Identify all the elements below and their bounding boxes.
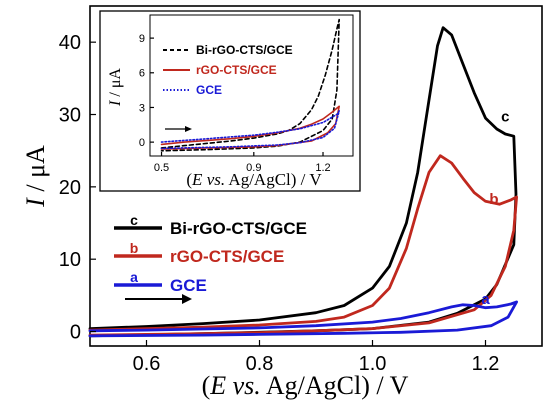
main-legend-marker-a: a — [130, 269, 138, 285]
main-legend-label-bi-rgo-cts-gce: Bi-rGO-CTS/GCE — [170, 219, 307, 238]
inset-ticks-group: 0.5 0.9 1.2 0 3 6 9 — [139, 33, 331, 174]
inset-series-gce — [160, 110, 340, 150]
main-y-tick-label: 40 — [59, 32, 81, 54]
main-series-group — [88, 26, 518, 338]
inset-x-tick-label: 0.5 — [154, 162, 169, 174]
main-series-rgo-cts-gce — [88, 154, 518, 337]
inset-legend: Bi-rGO-CTS/GCE rGO-CTS/GCE GCE — [163, 43, 293, 97]
main-y-tick-label: 20 — [59, 177, 81, 199]
main-y-tick-label: 0 — [70, 322, 81, 344]
curve-label-a: a — [481, 291, 490, 308]
inset-legend-label-gce: GCE — [196, 83, 222, 97]
inset-plot-frame — [149, 14, 354, 157]
inset-y-tick-label: 3 — [139, 102, 145, 114]
main-series-gce — [88, 300, 518, 338]
main-legend-marker-b: b — [130, 240, 139, 256]
inset-series-group — [160, 18, 340, 152]
inset-scan-direction-arrowhead — [185, 126, 192, 132]
main-x-tick-label: 1.0 — [359, 353, 387, 375]
inset-x-tick-label: 0.9 — [246, 162, 261, 174]
inset-legend-label-rgo-cts-gce: rGO-CTS/GCE — [196, 63, 277, 77]
curve-label-c: c — [501, 109, 509, 126]
inset-x-tick-label: 1.2 — [315, 162, 330, 174]
main-legend-marker-c: c — [130, 212, 138, 228]
main-x-tick-label: 0.6 — [133, 353, 161, 375]
main-curve-labels: c b a — [481, 109, 509, 308]
main-legend-label-rgo-cts-gce: rGO-CTS/GCE — [170, 247, 284, 266]
inset-y-tick-label: 9 — [139, 33, 145, 45]
inset-y-axis-label: I / μA — [107, 68, 124, 107]
main-x-axis-label: (E vs. Ag/AgCl) / V — [202, 371, 409, 400]
inset-y-tick-label: 0 — [139, 137, 145, 149]
main-legend-label-gce: GCE — [170, 276, 207, 295]
curve-label-b: b — [489, 191, 498, 208]
scan-direction-arrowhead — [182, 294, 192, 304]
main-y-axis-label: I / μA — [21, 145, 50, 208]
main-legend: c Bi-rGO-CTS/GCE b rGO-CTS/GCE a GCE — [114, 212, 307, 295]
main-y-tick-label: 30 — [59, 105, 81, 127]
inset-y-tick-label: 6 — [139, 68, 145, 80]
main-y-tick-label: 10 — [59, 249, 81, 271]
inset-x-axis-label: (E vs. Ag/AgCl) / V — [186, 170, 322, 189]
inset-legend-label-bi-rgo-cts-gce: Bi-rGO-CTS/GCE — [196, 43, 293, 57]
main-x-tick-label: 1.2 — [472, 353, 500, 375]
main-x-tick-label: 0.8 — [246, 353, 274, 375]
inset-chart: 0.5 0.9 1.2 0 3 6 9 Bi-rGO-CTS/GCE rGO-CTS/GCE G… — [99, 10, 361, 192]
